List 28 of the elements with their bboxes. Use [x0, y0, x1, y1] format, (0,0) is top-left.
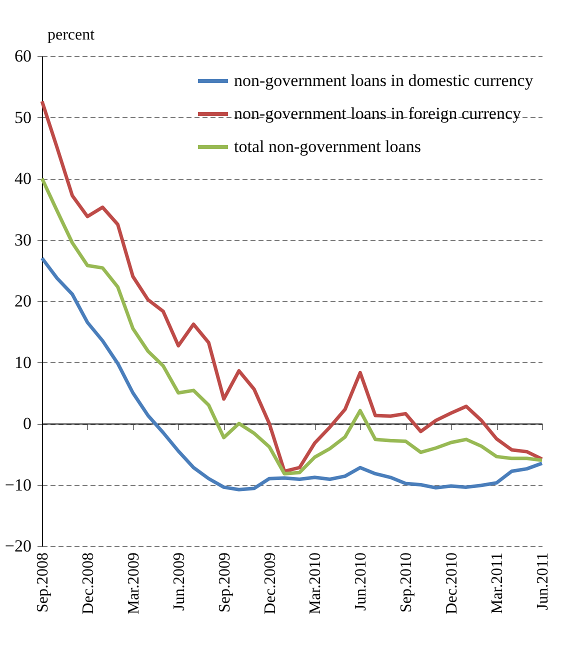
- x-tick-label: Dec.2009: [262, 552, 279, 614]
- legend-label: total non-government loans: [234, 137, 421, 156]
- legend-label: non-government loans in domestic currency: [234, 71, 534, 90]
- x-tick-label: Sep.2009: [216, 552, 234, 612]
- y-tick-label: 50: [14, 108, 32, 127]
- y-tick-label: 10: [14, 352, 32, 372]
- y-axis-title: percent: [48, 26, 96, 44]
- y-tick-label: −20: [4, 536, 32, 556]
- y-tick-label: 20: [14, 292, 32, 310]
- x-tick-label: Sep.2008: [34, 552, 52, 612]
- x-tick-label: Mar.2011: [489, 552, 506, 614]
- y-tick-label: 0: [23, 414, 32, 433]
- x-tick-label: Sep.2010: [398, 552, 416, 612]
- x-tick-label: Mar.2010: [307, 552, 324, 614]
- x-tick-label: Jun.2009: [170, 552, 188, 611]
- y-tick-label: 30: [14, 230, 32, 250]
- x-tick-label: Dec.2010: [444, 552, 461, 614]
- x-tick-label: Jun.2011: [534, 552, 552, 610]
- x-tick-label: Jun.2010: [352, 552, 370, 611]
- y-tick-label: −10: [4, 475, 32, 494]
- y-tick-label: 40: [14, 169, 32, 188]
- x-tick-label: Mar.2009: [125, 552, 142, 614]
- x-tick-label: Dec.2008: [80, 552, 97, 614]
- line-series: [40, 176, 544, 476]
- y-tick-label: 60: [14, 46, 32, 66]
- legend-label: non-government loans in foreign currency: [234, 104, 522, 123]
- line-series: [40, 100, 544, 474]
- line-series: [40, 256, 544, 492]
